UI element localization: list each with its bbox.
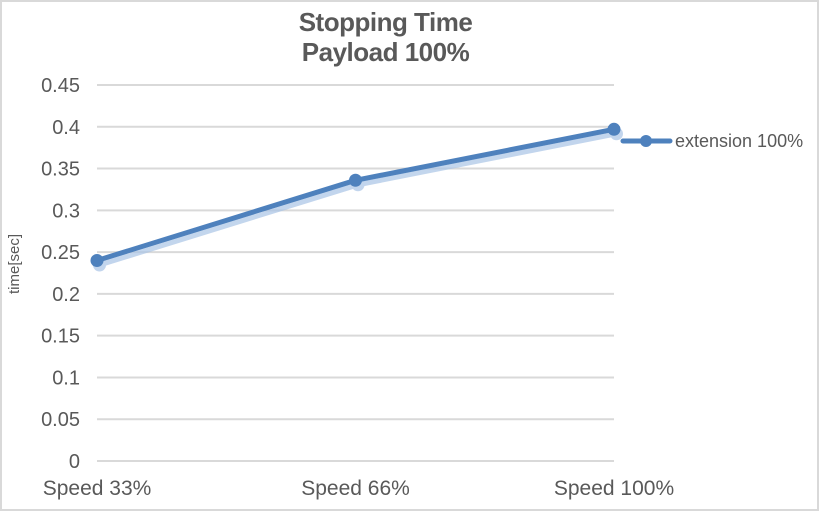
x-axis-label: Speed 66% — [301, 477, 410, 500]
y-tick-label: 0.2 — [52, 284, 80, 306]
y-tick-label: 0 — [69, 451, 80, 473]
y-tick-label: 0.15 — [41, 326, 80, 348]
data-point-marker — [90, 253, 104, 267]
chart-title-line1: Stopping Time — [298, 7, 473, 37]
legend: extension 100% — [620, 131, 803, 151]
chart-title: Stopping Time Payload 100% — [2, 7, 769, 67]
x-axis-label: Speed 100% — [554, 477, 674, 500]
x-axis-labels: Speed 33% Speed 66% Speed 100% — [43, 477, 674, 500]
legend-label: extension 100% — [675, 131, 803, 151]
y-tick-label: 0.45 — [41, 75, 80, 97]
data-point-marker — [607, 122, 621, 136]
series-line-shadow — [93, 127, 623, 272]
series-line-shadow-path — [97, 131, 619, 268]
y-tick-label: 0.35 — [41, 159, 80, 181]
gridlines — [97, 84, 614, 462]
data-point-marker — [349, 173, 362, 187]
legend-marker-dot — [640, 135, 652, 147]
y-axis-tick-labels: 0 0.05 0.1 0.15 0.2 0.25 0.3 0.35 0.4 0.45 — [41, 75, 80, 473]
y-tick-label: 0.25 — [41, 242, 80, 264]
x-axis-label: Speed 33% — [43, 477, 152, 500]
series-line — [90, 122, 621, 267]
y-axis-title: time[sec] — [6, 234, 23, 294]
y-tick-label: 0.1 — [52, 367, 80, 389]
y-tick-label: 0.3 — [52, 200, 80, 222]
y-tick-label: 0.05 — [41, 409, 80, 431]
chart-title-line2: Payload 100% — [301, 37, 470, 67]
y-tick-label: 0.4 — [52, 117, 80, 139]
